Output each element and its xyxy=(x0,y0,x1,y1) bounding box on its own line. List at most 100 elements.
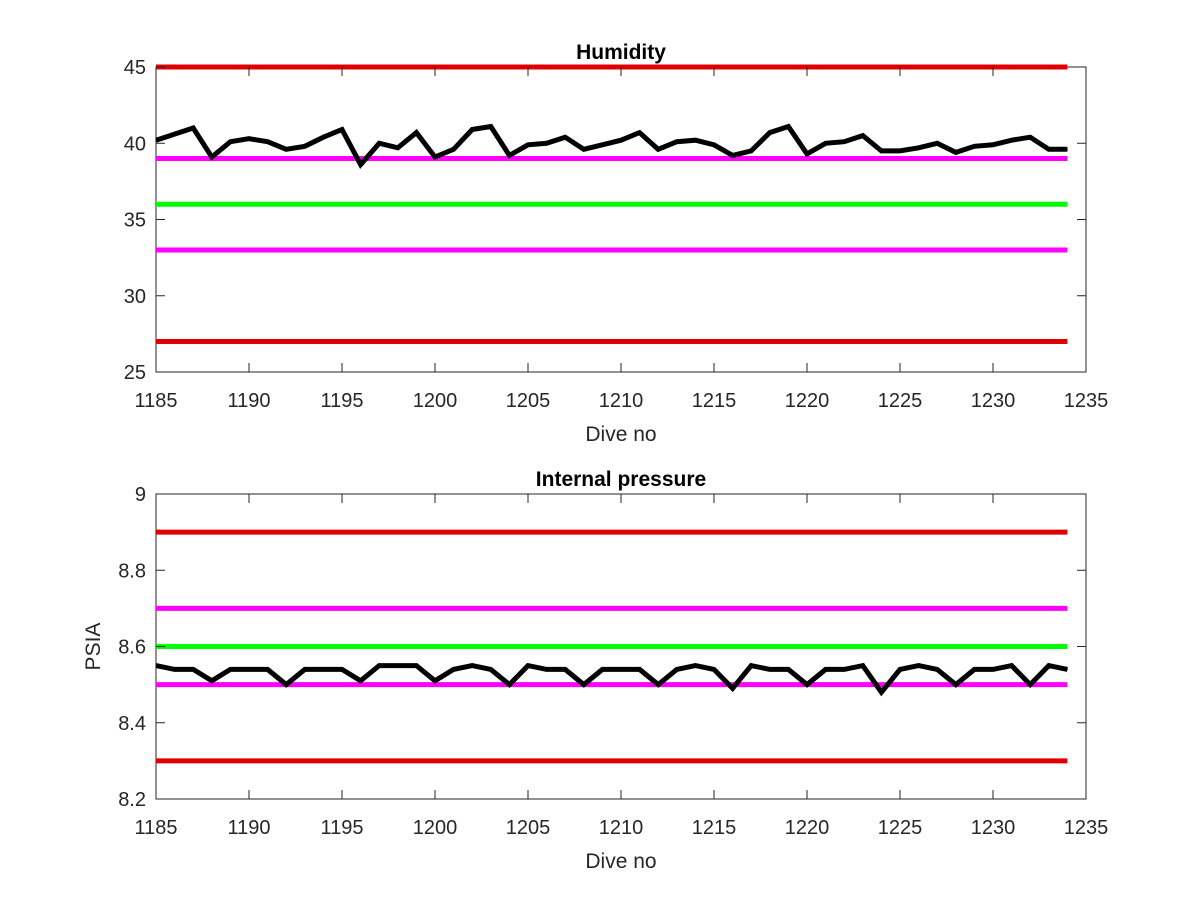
data-point xyxy=(843,141,845,143)
x-tick-label: 1190 xyxy=(227,817,270,839)
data-point xyxy=(304,145,306,147)
x-tick-label: 1220 xyxy=(785,390,830,412)
data-point xyxy=(1029,136,1031,138)
data-point xyxy=(546,142,548,144)
x-axis-label: Dive no xyxy=(585,423,656,446)
y-tick-label: 8.2 xyxy=(118,789,146,811)
data-point xyxy=(750,665,752,667)
data-point xyxy=(453,668,455,670)
series-line xyxy=(155,662,1068,697)
data-point xyxy=(713,144,715,146)
data-point xyxy=(471,665,473,667)
x-tick-label: 1215 xyxy=(692,390,737,412)
data-point xyxy=(248,668,250,670)
data-point xyxy=(657,148,659,150)
plot-area xyxy=(155,66,1087,373)
data-point xyxy=(936,668,938,670)
data-point xyxy=(397,147,399,149)
data-point xyxy=(564,136,566,138)
data-point xyxy=(360,164,362,166)
data-point xyxy=(769,668,771,670)
data-point xyxy=(285,148,287,150)
y-tick-label: 8.8 xyxy=(118,560,146,582)
data-point xyxy=(787,668,789,670)
x-tick-label: 1185 xyxy=(134,817,177,839)
data-point xyxy=(1011,665,1013,667)
y-axis-label: PSIA xyxy=(82,623,105,671)
data-point xyxy=(1066,148,1068,150)
data-point xyxy=(1048,148,1050,150)
data-point xyxy=(155,665,157,667)
data-point xyxy=(453,148,455,150)
data-point xyxy=(546,668,548,670)
x-tick-label: 1215 xyxy=(692,817,737,839)
series-line xyxy=(155,123,1068,169)
x-tick-label: 1225 xyxy=(878,817,923,839)
x-tick-label: 1230 xyxy=(971,390,1016,412)
data-point xyxy=(862,135,864,137)
x-tick-label: 1205 xyxy=(506,817,551,839)
data-point xyxy=(229,141,231,143)
data-point xyxy=(694,665,696,667)
data-point xyxy=(601,668,603,670)
data-point xyxy=(657,684,659,686)
data-point xyxy=(806,153,808,155)
chart-title: Internal pressure xyxy=(536,468,706,491)
x-tick-label: 1200 xyxy=(413,390,458,412)
y-tick-label: 9 xyxy=(135,484,146,506)
data-point xyxy=(174,668,176,670)
chart-title: Humidity xyxy=(576,41,666,64)
y-tick-label: 45 xyxy=(124,57,146,79)
data-point xyxy=(732,154,734,156)
y-tick-label: 35 xyxy=(124,210,146,232)
data-point xyxy=(471,129,473,131)
data-point xyxy=(490,125,492,127)
x-tick-label: 1230 xyxy=(971,817,1016,839)
data-point xyxy=(918,665,920,667)
data-point xyxy=(341,129,343,131)
x-tick-label: 1225 xyxy=(878,390,923,412)
x-tick-label: 1200 xyxy=(413,817,458,839)
data-point xyxy=(843,668,845,670)
x-tick-label: 1190 xyxy=(227,390,270,412)
data-point xyxy=(583,148,585,150)
x-tick-label: 1235 xyxy=(1064,390,1109,412)
data-point xyxy=(676,141,678,143)
data-point xyxy=(341,668,343,670)
internal-pressure-chart: 1185 1190 1195 1200 1205 1210 1215 1220 1225 1230… xyxy=(82,468,1108,873)
y-tick-label: 8.6 xyxy=(118,637,146,659)
data-point xyxy=(769,132,771,134)
data-point xyxy=(694,139,696,141)
data-point xyxy=(732,687,734,689)
data-point xyxy=(508,154,510,156)
data-point xyxy=(787,125,789,127)
data-point xyxy=(955,151,957,153)
x-tick-label: 1205 xyxy=(506,390,551,412)
humidity-chart: 1185 1190 1195 1200 1205 1210 1215 1220 1225 1230… xyxy=(124,41,1109,446)
data-point xyxy=(174,133,176,135)
data-point xyxy=(1029,684,1031,686)
x-tick-label: 1235 xyxy=(1064,817,1109,839)
data-point xyxy=(267,141,269,143)
data-point xyxy=(378,142,380,144)
data-point xyxy=(267,668,269,670)
data-point xyxy=(490,668,492,670)
data-point xyxy=(434,680,436,682)
data-point xyxy=(229,668,231,670)
x-tick-label: 1195 xyxy=(320,390,363,412)
data-point xyxy=(248,138,250,140)
data-point xyxy=(192,668,194,670)
data-point xyxy=(936,142,938,144)
data-point xyxy=(713,668,715,670)
data-point xyxy=(360,680,362,682)
data-point xyxy=(211,680,213,682)
data-point xyxy=(750,150,752,152)
data-point xyxy=(583,684,585,686)
data-point xyxy=(378,665,380,667)
data-point xyxy=(1066,668,1068,670)
x-tick-label: 1195 xyxy=(320,817,363,839)
data-point xyxy=(639,668,641,670)
data-point xyxy=(211,156,213,158)
data-point xyxy=(155,139,157,141)
